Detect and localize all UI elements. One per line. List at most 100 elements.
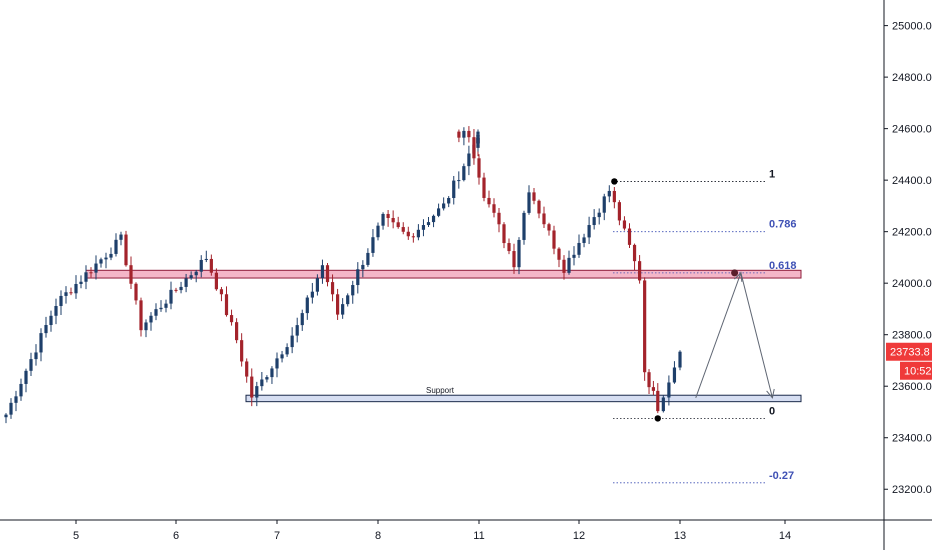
candle-body	[612, 190, 616, 203]
candle-body	[189, 275, 193, 279]
fib-label-2: 0.618	[769, 260, 797, 272]
candle-body	[320, 265, 325, 279]
candle-body	[651, 387, 656, 391]
candle-body	[229, 315, 234, 323]
candle-body	[351, 285, 355, 296]
candle-body	[194, 271, 198, 276]
candle-body	[647, 372, 651, 388]
candle-body	[497, 212, 501, 225]
candle-body	[426, 222, 431, 226]
countdown-tag	[900, 361, 932, 380]
fib-label-4: -0.27	[769, 470, 794, 482]
zones-layer: Support	[85, 269, 802, 403]
candle-body	[396, 222, 400, 228]
candle-body	[356, 269, 360, 286]
candle-body	[149, 315, 153, 323]
candle-body	[336, 294, 340, 315]
candle-body	[280, 354, 284, 359]
candle-body	[325, 265, 330, 283]
candle-body	[447, 198, 451, 204]
candle-body	[119, 234, 123, 240]
candle-body	[330, 282, 335, 295]
fib-label-0: 1	[769, 168, 775, 180]
x-tick-label-7: 14	[779, 530, 791, 542]
candle-body	[104, 257, 108, 260]
candle-body	[295, 325, 299, 336]
candle-body	[159, 307, 163, 310]
candle-body	[44, 325, 48, 334]
candle-body	[14, 396, 18, 403]
candle-body	[275, 358, 279, 369]
candle-body	[260, 379, 264, 387]
candle-body	[64, 292, 68, 296]
candle-body	[9, 402, 13, 415]
candle-body	[89, 272, 93, 274]
candle-body	[678, 351, 682, 368]
candle-body	[406, 231, 410, 237]
candle-body	[452, 180, 456, 199]
projection-path	[695, 271, 773, 398]
candle-body	[341, 304, 345, 315]
candle-body	[661, 397, 665, 412]
candle-body	[552, 230, 556, 249]
x-tick-label-3: 8	[375, 530, 381, 542]
candle-body	[656, 390, 660, 412]
candle-body	[69, 292, 73, 294]
x-tick-label-4: 11	[473, 530, 484, 542]
y-tick-label-9: 23200.0	[892, 484, 932, 496]
candle-body	[219, 289, 224, 295]
y-tick-label-7: 23600.0	[892, 381, 932, 393]
x-tick-label-0: 5	[73, 530, 79, 542]
candle-body	[542, 213, 546, 225]
candle-body	[477, 158, 481, 178]
candle-body	[79, 281, 83, 284]
candle-body	[572, 254, 576, 258]
candle-body	[235, 322, 239, 341]
candle-body	[305, 297, 309, 314]
candle-body	[492, 204, 496, 213]
candle-body	[214, 272, 218, 290]
candle-body	[391, 217, 395, 223]
candle-body	[582, 237, 586, 243]
candle-body	[437, 208, 441, 216]
candle-body	[315, 278, 319, 292]
x-tick-label-1: 6	[173, 530, 179, 542]
time-axis-bg	[0, 520, 932, 550]
candle-body	[204, 258, 208, 260]
fib-layer: 1 0.786 0.618 0 -0.27	[613, 168, 797, 484]
candle-body	[462, 130, 466, 138]
y-tick-label-3: 24400.0	[892, 175, 932, 187]
candle-body	[154, 309, 158, 316]
candle-body	[346, 295, 350, 305]
support-label: Support	[426, 386, 455, 395]
current-price-tag	[886, 342, 932, 361]
candle-body	[255, 386, 259, 398]
candle-body	[24, 370, 28, 384]
x-tick-label-2: 7	[274, 530, 280, 542]
candle-body	[476, 131, 480, 135]
candle-body	[627, 228, 632, 245]
candle-body	[245, 361, 249, 377]
candle-body	[587, 225, 591, 238]
candle-body	[502, 224, 506, 244]
candle-body	[381, 213, 385, 226]
fib-anchor-point-0	[611, 178, 618, 185]
candle-body	[99, 259, 103, 264]
candle-body	[517, 239, 521, 268]
candle-body	[49, 315, 53, 326]
candle-body	[74, 283, 78, 294]
candle-body	[310, 291, 314, 298]
candle-body	[366, 252, 370, 265]
y-tick-label-2: 24600.0	[892, 124, 932, 136]
fib-label-1: 0.786	[769, 219, 797, 231]
fib-label-3: 0	[769, 405, 775, 417]
candle-body	[250, 376, 254, 398]
candle-body	[507, 243, 511, 252]
candle-body	[672, 367, 677, 383]
candle-body	[562, 259, 566, 273]
candle-body	[527, 192, 531, 213]
candle-body	[421, 225, 426, 230]
candle-body	[34, 352, 38, 360]
candle-body	[602, 196, 606, 213]
